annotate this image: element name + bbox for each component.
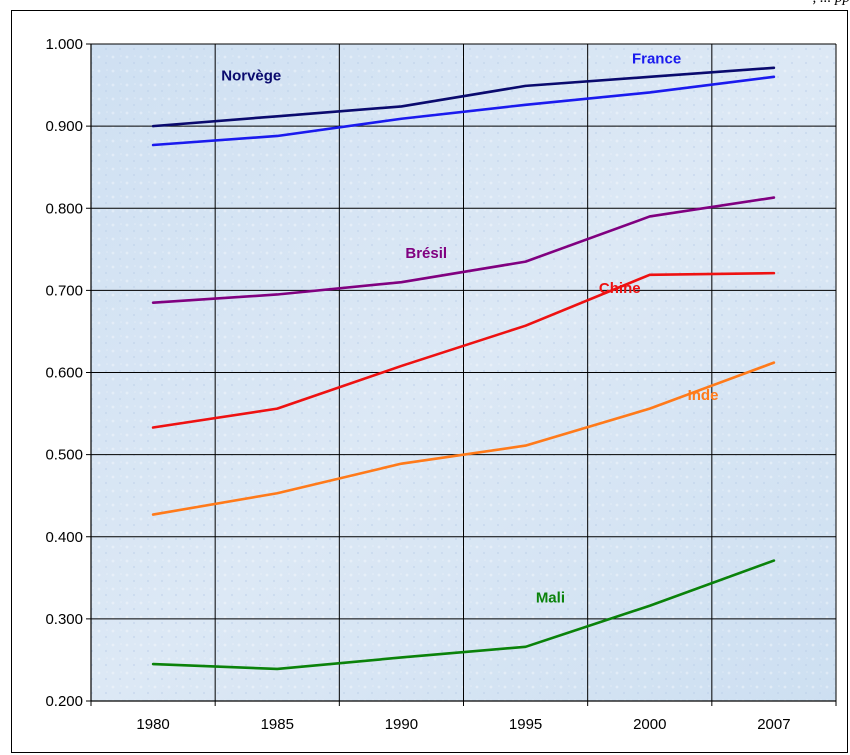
y-tick-label: 0.500 — [45, 447, 83, 464]
line-chart: 0.200 0.300 0.400 0.500 0.600 0.700 0.800 0.900… — [45, 36, 837, 733]
series-label-france: France — [632, 50, 681, 67]
y-tick-label: 0.700 — [45, 282, 83, 299]
series-line-france — [151, 75, 776, 147]
series-label-norvège: Norvège — [221, 67, 281, 84]
series-line-chine — [151, 271, 776, 429]
series-line-mali — [151, 559, 776, 671]
series-label-mali: Mali — [536, 590, 565, 607]
series-line-brésil — [151, 196, 776, 304]
series-label-brésil: Brésil — [405, 245, 447, 262]
series-line-norvège — [151, 66, 776, 128]
y-tick-label: 0.200 — [45, 693, 83, 710]
series-label-chine: Chine — [599, 280, 641, 297]
y-tick-label: 0.800 — [45, 200, 83, 217]
chart-frame: 0.200 0.300 0.400 0.500 0.600 0.700 0.800 0.900… — [11, 10, 848, 753]
x-tick-label: 1985 — [261, 716, 294, 733]
x-tick-label: 2000 — [633, 716, 666, 733]
y-tick-label: 0.300 — [45, 611, 83, 628]
series-label-inde: Inde — [688, 387, 719, 404]
x-tick-label: 2007 — [757, 716, 790, 733]
y-tick-label: 1.000 — [45, 36, 83, 53]
y-tick-label: 0.600 — [45, 365, 83, 382]
x-tick-label: 1990 — [385, 716, 418, 733]
y-tick-label: 0.900 — [45, 118, 83, 135]
series-line-inde — [151, 361, 776, 516]
x-tick-label: 1980 — [136, 716, 169, 733]
y-tick-label: 0.400 — [45, 529, 83, 546]
x-tick-label: 1995 — [509, 716, 542, 733]
caption-text: , ... pp — [380, 0, 850, 10]
